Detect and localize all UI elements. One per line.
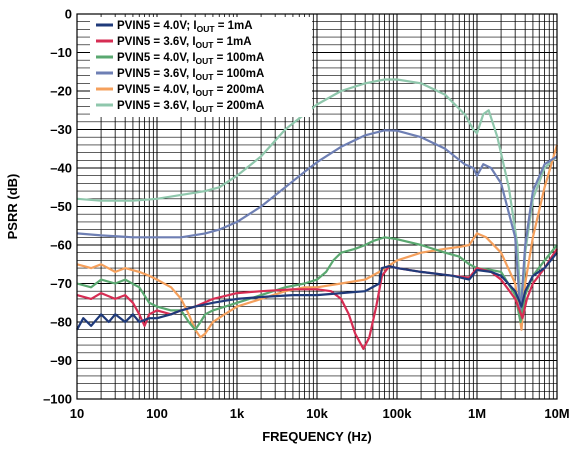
legend-label-tail: = 1mA (213, 36, 251, 48)
legend-label-main: PVIN5 = 4.0V, I (117, 84, 196, 96)
y-tick-label: –80 (50, 315, 72, 330)
x-tick-label: 10k (306, 406, 328, 421)
series-line (76, 129, 558, 316)
legend-label-tail: = 1mA (215, 20, 253, 32)
series-line (76, 236, 558, 331)
x-tick-label: 1k (230, 406, 245, 421)
y-axis-label: PSRR (dB) (5, 174, 20, 240)
x-tick-label: 1M (468, 406, 486, 421)
legend-label: PVIN5 = 3.6V, IOUT = 100mA (117, 68, 264, 82)
series-group (76, 78, 559, 350)
y-tick-label: –70 (50, 276, 72, 291)
series-line (76, 252, 558, 331)
legend-box (90, 17, 312, 117)
y-tick-label: –30 (50, 122, 72, 137)
legend-label-sub: OUT (196, 40, 215, 50)
legend-label-main: PVIN5 = 4.0V; I (117, 20, 197, 32)
legend-label-tail: = 200mA (213, 100, 264, 112)
legend-label-sub: OUT (196, 72, 215, 82)
legend-label-sub: OUT (197, 24, 216, 34)
legend-label: PVIN5 = 3.6V, IOUT = 1mA (117, 36, 252, 50)
y-tick-label: –40 (50, 161, 72, 176)
y-tick-label: –100 (43, 392, 72, 407)
legend-label-tail: = 200mA (213, 84, 264, 96)
legend-label: PVIN5 = 4.0V, IOUT = 100mA (117, 52, 264, 66)
legend-label-main: PVIN5 = 3.6V, I (117, 68, 196, 80)
y-tick-label: –60 (50, 238, 72, 253)
tick-labels: 10 100 1k 10k 100k 1M 10M 0 –10 –20 –30 –40 –50 –60 –7… (43, 7, 570, 422)
legend-label-tail: = 100mA (213, 52, 264, 64)
x-tick-label: 10M (544, 406, 569, 421)
legend-label-main: PVIN5 = 4.0V, I (117, 52, 196, 64)
legend-label-main: PVIN5 = 3.6V, I (117, 36, 196, 48)
y-tick-label: –90 (50, 353, 72, 368)
y-tick-label: –20 (50, 84, 72, 99)
y-tick-label: –10 (50, 45, 72, 60)
x-axis-label: FREQUENCY (Hz) (262, 429, 372, 444)
x-tick-label: 100 (146, 406, 168, 421)
legend-label: PVIN5 = 4.0V; IOUT = 1mA (117, 20, 253, 34)
plot-frame (76, 13, 558, 400)
legend-label-sub: OUT (196, 56, 215, 66)
y-tick-label: 0 (65, 7, 72, 22)
x-tick-label: 10 (70, 406, 84, 421)
legend-label-sub: OUT (196, 104, 215, 114)
series-line (76, 78, 558, 324)
legend-label: PVIN5 = 4.0V, IOUT = 200mA (117, 84, 264, 98)
legend-label: PVIN5 = 3.6V, IOUT = 200mA (117, 100, 264, 114)
legend-label-tail: = 100mA (213, 68, 264, 80)
y-tick-label: –50 (50, 199, 72, 214)
legend-label-main: PVIN5 = 3.6V, I (117, 100, 196, 112)
x-tick-label: 100k (383, 406, 413, 421)
legend-label-sub: OUT (196, 88, 215, 98)
